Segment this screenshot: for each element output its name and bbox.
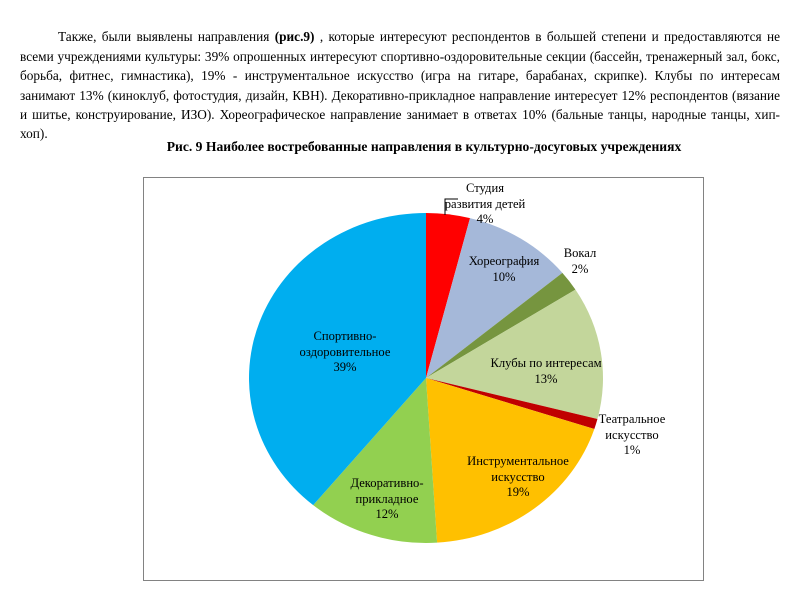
leader-line-studiya <box>444 198 458 215</box>
pie-slice-1 <box>426 218 563 378</box>
chart-area: Студия развития детей 4% Хореография 10% Вока… <box>143 177 704 581</box>
pie-slice-5 <box>426 378 595 543</box>
pie-slice-6 <box>313 378 438 543</box>
pie-slice-2 <box>426 272 576 378</box>
intro-text-after: , которые интересуют респондентов в боль… <box>20 29 780 142</box>
intro-paragraph: Также, были выявлены направления (рис.9)… <box>20 27 780 143</box>
figure-reference-bold: (рис.9) <box>274 29 315 45</box>
pie-chart-svg <box>249 198 604 543</box>
pie-slice-0 <box>426 213 471 378</box>
intro-text-before: Также, были выявлены направления <box>58 29 275 45</box>
pie-slice-3 <box>426 289 604 420</box>
pie-slices-group <box>249 213 604 543</box>
pie-slice-7 <box>249 213 426 506</box>
pie-slice-4 <box>426 378 598 429</box>
figure-title: Рис. 9 Наиболее востребованные направлен… <box>166 139 682 154</box>
